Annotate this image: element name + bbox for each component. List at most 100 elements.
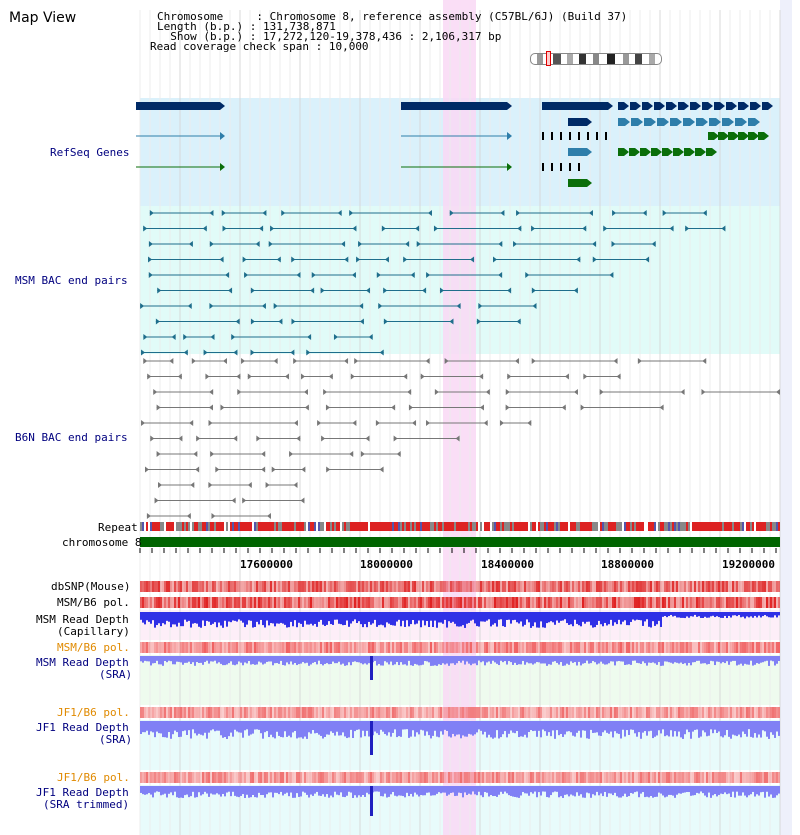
msm-sra-depth [604, 656, 606, 665]
jf1-sra-depth [466, 721, 468, 737]
jf1-sra-depth [546, 721, 548, 736]
msm-sra-depth [360, 656, 362, 664]
jf1-pol2-cell [148, 772, 150, 783]
msm-sra-depth [684, 656, 686, 664]
chromosome-ideogram[interactable] [530, 53, 662, 65]
msm-pol-cell [674, 597, 676, 608]
msm-pol2-cell [488, 642, 490, 653]
msm-sra-depth [310, 656, 312, 665]
msm-pol-cell [540, 597, 542, 608]
msm-sra-depth [350, 656, 352, 666]
msm-sra-depth [392, 656, 394, 666]
msm-pol-cell [424, 597, 426, 608]
msm-bac-pair-end [662, 210, 667, 216]
b6n-bac-pair-end [328, 373, 333, 380]
jf1-trim-depth [192, 786, 194, 792]
jf1-pol2-cell [214, 772, 216, 783]
jf1-sra-depth [148, 721, 150, 735]
jf1-trim-depth [446, 786, 448, 796]
msm-bac-pair-end [281, 210, 286, 216]
msm-sra-depth [738, 656, 740, 665]
jf1-sra-depth [296, 721, 298, 739]
dbsnp-cell [558, 581, 560, 592]
repeat-segment [362, 522, 364, 531]
repeat-segment [526, 522, 528, 531]
jf1-pol2-cell [662, 772, 664, 783]
msm-sra-depth [650, 656, 652, 663]
msm-capillary-depth [778, 612, 780, 616]
b6n-bac-pair-end [527, 420, 532, 426]
jf1-sra-depth [166, 721, 168, 738]
jf1-trim-depth [352, 786, 354, 798]
msm-sra-depth [366, 656, 368, 665]
msm-capillary-depth [328, 612, 330, 622]
msm-sra-depth [226, 656, 228, 665]
jf1-sra-depth [768, 721, 770, 739]
jf1-sra-depth [440, 721, 442, 732]
repeat-segment [308, 522, 310, 531]
jf1-pol-cell [648, 707, 650, 718]
refseq-gene-arrow [724, 132, 729, 140]
msm-capillary-depth [656, 612, 658, 625]
dbsnp-cell [514, 581, 516, 592]
jf1-pol2-cell [622, 772, 624, 783]
msm-sra-depth [426, 656, 428, 662]
msm-pol-cell [758, 597, 760, 608]
dbsnp-cell [150, 581, 152, 592]
b6n-bac-pair-end [293, 358, 298, 364]
msm-pol2-cell [170, 642, 172, 653]
jf1-sra-depth [664, 721, 666, 737]
track-label-refseq[interactable]: RefSeq Genes [50, 146, 130, 159]
jf1-pol2-cell [434, 772, 436, 783]
msm-bac-pair-end [268, 241, 273, 247]
msm-pol-cell [462, 597, 464, 608]
msm-sra-depth [400, 656, 402, 663]
dbsnp-cell [302, 581, 304, 592]
msm-pol-cell [718, 597, 720, 608]
msm-pol-cell [690, 597, 692, 608]
msm-bac-pair-end [341, 241, 346, 247]
refseq-gene [662, 148, 668, 156]
dbsnp-cell [676, 581, 678, 592]
jf1-sra-depth [774, 721, 776, 738]
refseq-exon [569, 163, 571, 171]
dbsnp-cell [594, 581, 596, 592]
msm-capillary-depth [318, 612, 320, 622]
jf1-pol2-cell [768, 772, 770, 783]
jf1-sra-depth [530, 721, 532, 731]
msm-pol2-cell [356, 642, 358, 653]
jf1-pol-cell [724, 707, 726, 718]
msm-sra-depth [470, 656, 472, 666]
dbsnp-cell [342, 581, 344, 592]
msm-bac-pair-end [273, 303, 278, 309]
track-label-b6n-bac[interactable]: B6N BAC end pairs [15, 431, 128, 444]
dbsnp-cell [674, 581, 676, 592]
msm-pol-cell [376, 597, 378, 608]
repeat-segment [720, 522, 722, 531]
jf1-sra-depth [776, 721, 778, 732]
track-label-msm-bac[interactable]: MSM BAC end pairs [15, 274, 128, 287]
jf1-pol-cell [528, 707, 530, 718]
repeat-segment [200, 522, 202, 531]
jf1-pol-cell [742, 707, 744, 718]
jf1-pol-cell [382, 707, 384, 718]
jf1-pol2-cell [206, 772, 208, 783]
ideogram-position-marker[interactable] [546, 51, 551, 66]
jf1-pol2-cell [374, 772, 376, 783]
refseq-gene-arrow [690, 148, 695, 156]
jf1-pol2-cell [564, 772, 566, 783]
jf1-pol2-cell [208, 772, 210, 783]
jf1-pol-cell [366, 707, 368, 718]
dbsnp-cell [472, 581, 474, 592]
msm-bac-pair-end [609, 272, 614, 278]
jf1-pol-cell [700, 707, 702, 718]
msm-pol2-cell [296, 642, 298, 653]
msm-pol2-cell [222, 642, 224, 653]
msm-sra-depth [200, 656, 202, 663]
jf1-pol2-cell [596, 772, 598, 783]
b6n-bac-pair-end [209, 404, 214, 411]
dbsnp-cell [244, 581, 246, 592]
msm-pol2-cell [210, 642, 212, 653]
jf1-trim-depth [736, 786, 738, 792]
